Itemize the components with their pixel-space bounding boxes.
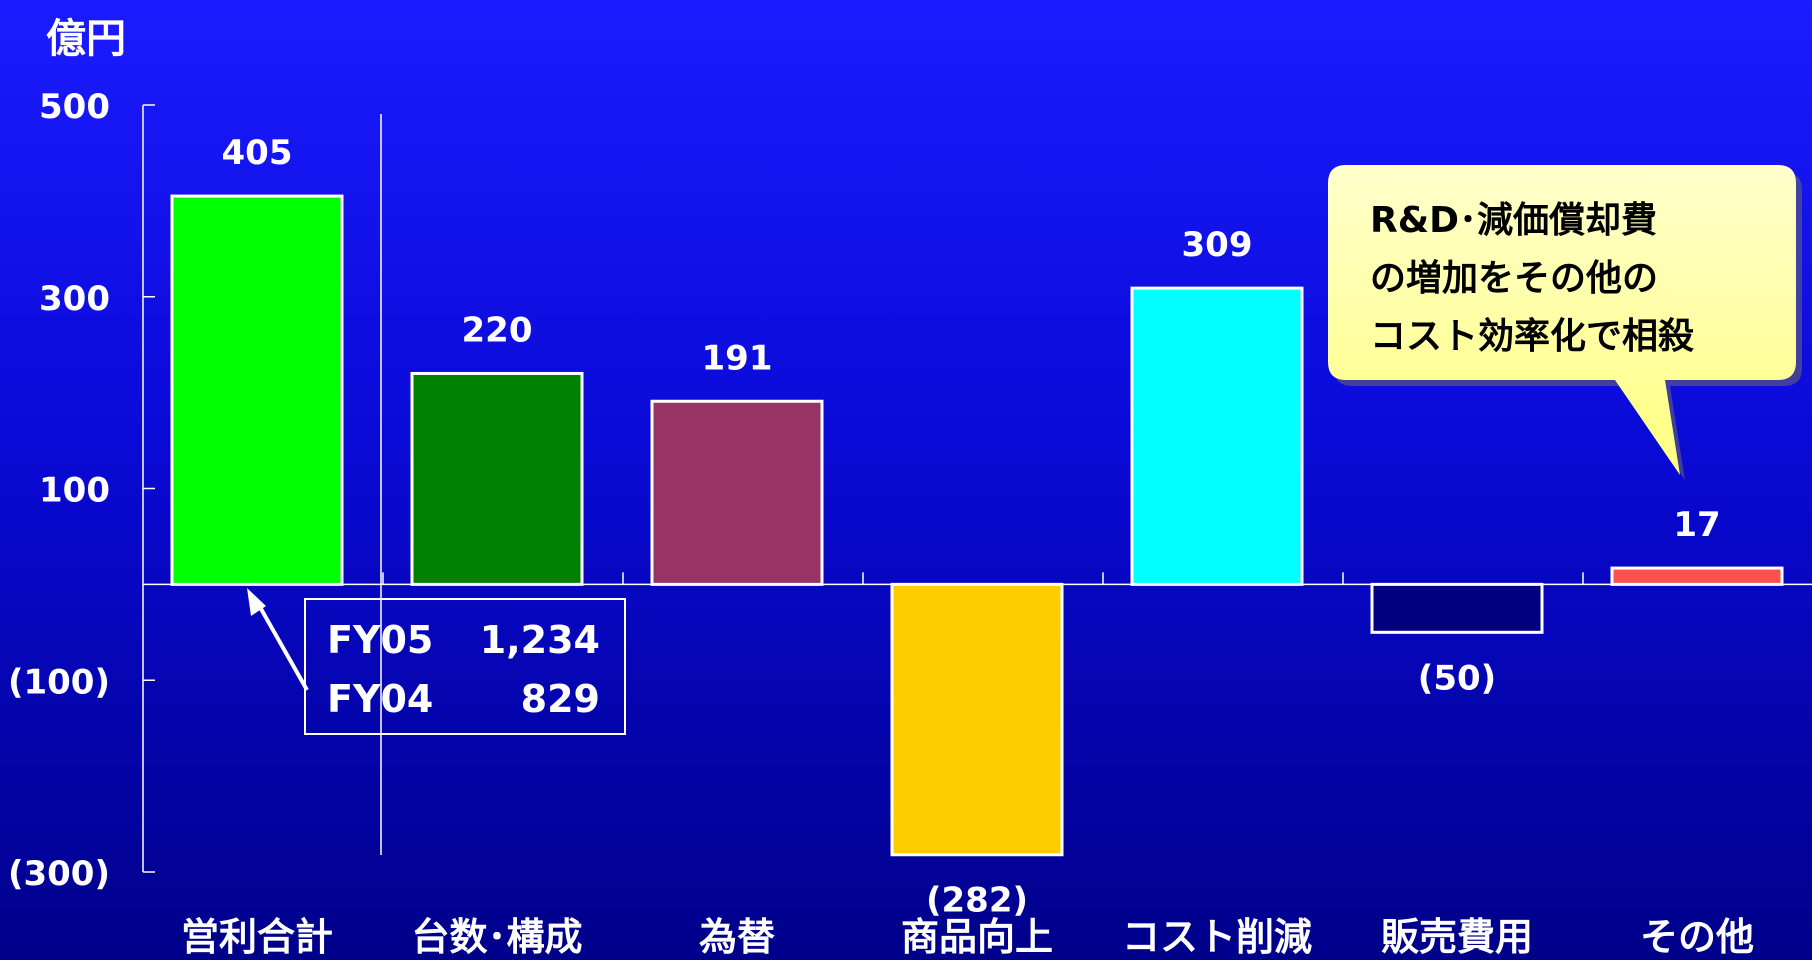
category-label: 商品向上	[901, 915, 1053, 959]
inset-row-2-label: FY04	[327, 677, 433, 721]
callout-bubble: R&D･減価償却費 の増加をその他の コスト効率化で相殺	[1328, 165, 1802, 480]
callout-shape	[1328, 165, 1796, 475]
bar	[1370, 582, 1544, 634]
bar	[170, 194, 344, 586]
inset-arrow-line	[254, 599, 309, 691]
bar	[650, 399, 824, 586]
category-label: その他	[1640, 915, 1754, 959]
y-tick-label: 500	[39, 87, 110, 127]
data-label: (50)	[1418, 658, 1496, 698]
category-label: コスト削減	[1122, 915, 1312, 959]
callout-line-2: の増加をその他の	[1370, 258, 1658, 299]
category-label: 営利合計	[181, 915, 333, 959]
bar	[1130, 286, 1304, 586]
unit-label: 億円	[46, 16, 126, 62]
label-layer: 500 300 100 (100) (300) 405 営利合計 220 台数･構成 191 為替 (…	[8, 87, 1754, 959]
inset-arrow-head	[247, 588, 266, 616]
category-label: 為替	[699, 915, 775, 959]
data-label: 17	[1673, 505, 1720, 545]
inset-box	[304, 598, 626, 735]
data-label: 405	[222, 133, 293, 173]
y-tick-label: 300	[39, 279, 110, 319]
category-label: 販売費用	[1381, 915, 1533, 959]
inset-row-1-label: FY05	[327, 618, 433, 662]
inset-row-2-value: 829	[521, 677, 600, 721]
callout-line-1: R&D･減価償却費	[1370, 200, 1657, 241]
data-label: (282)	[926, 881, 1028, 921]
y-tick-label: (300)	[8, 854, 110, 894]
bar	[890, 582, 1064, 857]
inset-row-1-value: 1,234	[480, 618, 600, 662]
fy-inset: FY05 1,234 FY04 829	[247, 588, 626, 735]
bar	[1610, 566, 1784, 586]
data-label: 191	[702, 338, 773, 378]
y-tick-label: (100)	[8, 662, 110, 702]
data-label: 220	[462, 310, 533, 350]
data-label: 309	[1182, 225, 1253, 265]
callout-line-3: コスト効率化で相殺	[1370, 316, 1694, 357]
category-label: 台数･構成	[411, 915, 582, 959]
bar	[410, 371, 584, 586]
bar-layer	[170, 194, 1784, 857]
y-tick-label: 100	[39, 471, 110, 511]
